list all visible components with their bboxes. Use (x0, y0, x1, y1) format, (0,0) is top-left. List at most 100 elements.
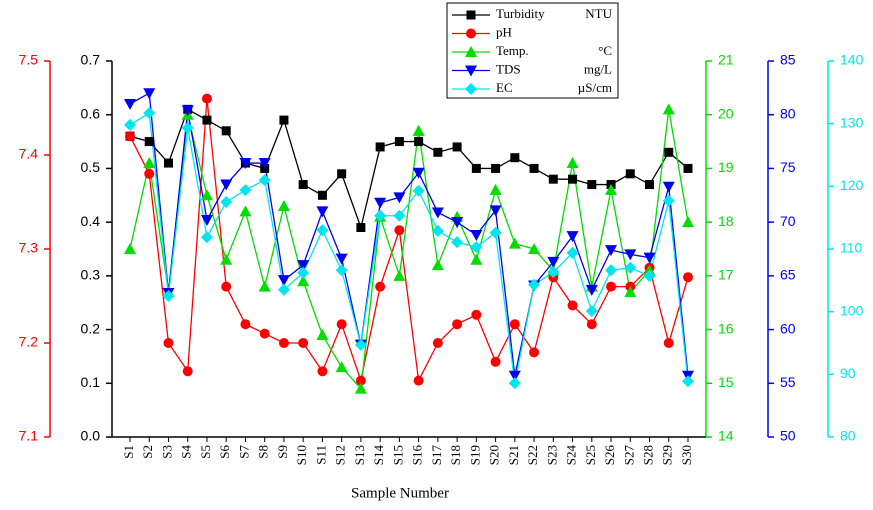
x-tick-label: S10 (294, 445, 309, 465)
data-point (605, 264, 618, 277)
x-tick-label: S17 (429, 445, 444, 466)
data-point (682, 216, 694, 228)
data-point (220, 253, 233, 265)
x-tick-label: S19 (467, 445, 482, 465)
x-tick-label: S6 (217, 445, 232, 459)
y-tick-label: 16 (718, 320, 734, 336)
data-point (124, 118, 136, 131)
data-point (202, 115, 212, 125)
data-point (200, 214, 213, 226)
y-tick-label: 80 (840, 428, 856, 444)
legend-marker (465, 83, 477, 95)
x-tick-label: S7 (236, 445, 251, 459)
data-point (181, 105, 194, 117)
data-point (374, 209, 387, 222)
data-point (221, 281, 232, 292)
y-tick-label: 110 (840, 240, 863, 256)
data-point (125, 131, 135, 142)
data-point (374, 197, 387, 209)
legend-label: pH (496, 24, 512, 39)
y-tick-label: 21 (718, 52, 734, 68)
x-tick-label: S26 (602, 445, 617, 466)
x-tick-label: S11 (313, 445, 328, 465)
data-point (471, 163, 481, 173)
data-point (143, 157, 156, 169)
data-point (124, 243, 136, 254)
data-point (470, 241, 483, 254)
data-point (587, 180, 597, 190)
data-point (375, 281, 386, 292)
x-axis-title: Sample Number (351, 485, 449, 501)
data-point (394, 225, 405, 236)
data-point (548, 174, 558, 184)
data-point (663, 338, 674, 348)
data-point (643, 269, 656, 282)
data-point (394, 137, 404, 147)
legend-marker (465, 65, 477, 77)
data-point (605, 183, 618, 195)
data-point (393, 269, 406, 281)
y-tick-label: 14 (718, 428, 734, 444)
data-point (452, 319, 463, 330)
data-point (298, 338, 309, 348)
series-line (129, 111, 689, 384)
x-tick-label: S24 (564, 445, 579, 466)
y-tick-label: 0.4 (81, 213, 101, 229)
y-tick-label: 120 (840, 177, 864, 193)
y-tick-label: 0.5 (81, 159, 101, 175)
data-point (662, 103, 675, 115)
data-point (432, 338, 443, 348)
data-point (221, 126, 231, 136)
x-tick-label: S30 (679, 445, 694, 465)
data-point (489, 226, 502, 239)
data-point (143, 107, 156, 120)
data-point (143, 88, 156, 100)
y-tick-label: 80 (780, 105, 796, 121)
legend-marker (466, 28, 476, 39)
x-tick-label: S8 (256, 445, 271, 459)
data-point (547, 256, 560, 268)
data-point (336, 319, 347, 330)
x-tick-label: S23 (544, 445, 559, 465)
x-tick-label: S9 (275, 445, 290, 459)
data-point (643, 252, 656, 264)
data-point (586, 319, 597, 330)
data-point (528, 278, 541, 291)
legend-unit: mg/L (584, 61, 612, 76)
data-point (279, 115, 289, 125)
data-point (490, 356, 501, 367)
data-point (605, 245, 618, 257)
series-line (129, 92, 689, 376)
data-point (624, 261, 637, 274)
data-point (568, 174, 578, 184)
data-point (664, 147, 674, 157)
x-tick-label: S5 (198, 445, 213, 459)
data-point (356, 223, 366, 233)
x-tick-label: S4 (179, 445, 194, 459)
data-point (220, 196, 233, 208)
data-point (297, 266, 310, 279)
data-point (566, 231, 579, 243)
data-point (433, 147, 443, 157)
data-point (277, 200, 290, 212)
data-point (470, 230, 483, 242)
data-point (355, 375, 366, 386)
data-point (566, 157, 579, 169)
x-tick-label: S1 (121, 445, 136, 459)
data-point (624, 249, 637, 261)
x-tick-label: S2 (140, 445, 155, 459)
data-point (412, 184, 425, 197)
legend-unit: °C (598, 43, 612, 58)
y-tick-label: 0.2 (81, 320, 101, 336)
y-tick-label: 75 (780, 159, 796, 175)
y-tick-label: 85 (780, 52, 796, 68)
legend-unit: µS/cm (578, 80, 612, 95)
data-point (683, 163, 693, 173)
data-point (239, 205, 252, 217)
data-point (239, 158, 252, 170)
y-tick-label: 0.0 (81, 428, 101, 444)
data-point (316, 224, 329, 237)
data-point (375, 142, 385, 152)
